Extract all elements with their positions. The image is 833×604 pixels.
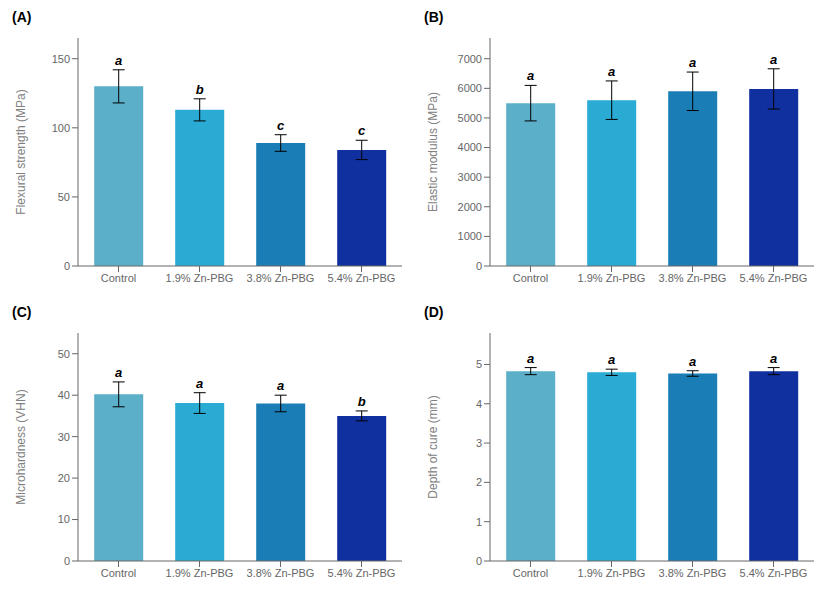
svg-text:5.4% Zn-PBG: 5.4% Zn-PBG <box>740 272 808 284</box>
svg-text:Flexural strength (MPa): Flexural strength (MPa) <box>14 89 28 214</box>
svg-text:4000: 4000 <box>458 141 482 153</box>
svg-text:b: b <box>196 82 204 97</box>
svg-text:a: a <box>277 378 284 393</box>
svg-text:a: a <box>115 365 122 380</box>
svg-text:a: a <box>608 64 615 79</box>
svg-text:100: 100 <box>52 122 70 134</box>
svg-text:1000: 1000 <box>458 230 482 242</box>
svg-text:Control: Control <box>513 567 548 579</box>
svg-text:5000: 5000 <box>458 112 482 124</box>
svg-text:a: a <box>689 55 696 70</box>
svg-text:0: 0 <box>64 260 70 272</box>
svg-text:6000: 6000 <box>458 82 482 94</box>
svg-text:5: 5 <box>476 358 482 370</box>
svg-text:10: 10 <box>58 513 70 525</box>
svg-text:1.9% Zn-PBG: 1.9% Zn-PBG <box>166 567 234 579</box>
svg-text:c: c <box>358 123 366 138</box>
svg-text:3.8% Zn-PBG: 3.8% Zn-PBG <box>247 567 315 579</box>
svg-text:30: 30 <box>58 431 70 443</box>
svg-text:0: 0 <box>64 555 70 567</box>
svg-text:c: c <box>277 118 285 133</box>
svg-text:Depth of cure (mm): Depth of cure (mm) <box>426 395 440 498</box>
html-text:(C): (C) <box>12 304 32 320</box>
svg-text:1.9% Zn-PBG: 1.9% Zn-PBG <box>578 567 646 579</box>
svg-text:5.4% Zn-PBG: 5.4% Zn-PBG <box>740 567 808 579</box>
svg-text:a: a <box>770 351 777 366</box>
svg-text:Elastic modulus (MPa): Elastic modulus (MPa) <box>426 92 440 212</box>
svg-text:0: 0 <box>476 260 482 272</box>
svg-text:3.8% Zn-PBG: 3.8% Zn-PBG <box>659 272 727 284</box>
svg-text:50: 50 <box>58 191 70 203</box>
html-text:(D): (D) <box>424 304 444 320</box>
svg-text:2000: 2000 <box>458 201 482 213</box>
svg-text:4: 4 <box>476 398 482 410</box>
svg-text:a: a <box>527 351 534 366</box>
svg-text:1: 1 <box>476 516 482 528</box>
svg-text:2: 2 <box>476 476 482 488</box>
svg-text:5.4% Zn-PBG: 5.4% Zn-PBG <box>328 567 396 579</box>
svg-text:a: a <box>196 376 203 391</box>
svg-text:0: 0 <box>476 555 482 567</box>
svg-text:a: a <box>689 354 696 369</box>
svg-text:50: 50 <box>58 348 70 360</box>
svg-text:a: a <box>527 68 534 83</box>
svg-text:1.9% Zn-PBG: 1.9% Zn-PBG <box>578 272 646 284</box>
svg-text:20: 20 <box>58 472 70 484</box>
html-text:(A): (A) <box>12 9 32 25</box>
svg-text:b: b <box>358 394 366 409</box>
svg-text:Control: Control <box>513 272 548 284</box>
svg-text:3.8% Zn-PBG: 3.8% Zn-PBG <box>659 567 727 579</box>
svg-text:3: 3 <box>476 437 482 449</box>
svg-text:40: 40 <box>58 389 70 401</box>
svg-text:5.4% Zn-PBG: 5.4% Zn-PBG <box>328 272 396 284</box>
svg-text:a: a <box>608 352 615 367</box>
svg-text:3.8% Zn-PBG: 3.8% Zn-PBG <box>247 272 315 284</box>
svg-text:150: 150 <box>52 53 70 65</box>
svg-text:Microhardness (VHN): Microhardness (VHN) <box>14 389 28 504</box>
html-text:(B): (B) <box>424 9 444 25</box>
svg-text:a: a <box>115 53 122 68</box>
svg-text:1.9% Zn-PBG: 1.9% Zn-PBG <box>166 272 234 284</box>
svg-text:a: a <box>770 52 777 67</box>
svg-text:Control: Control <box>101 567 136 579</box>
svg-text:7000: 7000 <box>458 53 482 65</box>
svg-text:3000: 3000 <box>458 171 482 183</box>
svg-text:Control: Control <box>101 272 136 284</box>
